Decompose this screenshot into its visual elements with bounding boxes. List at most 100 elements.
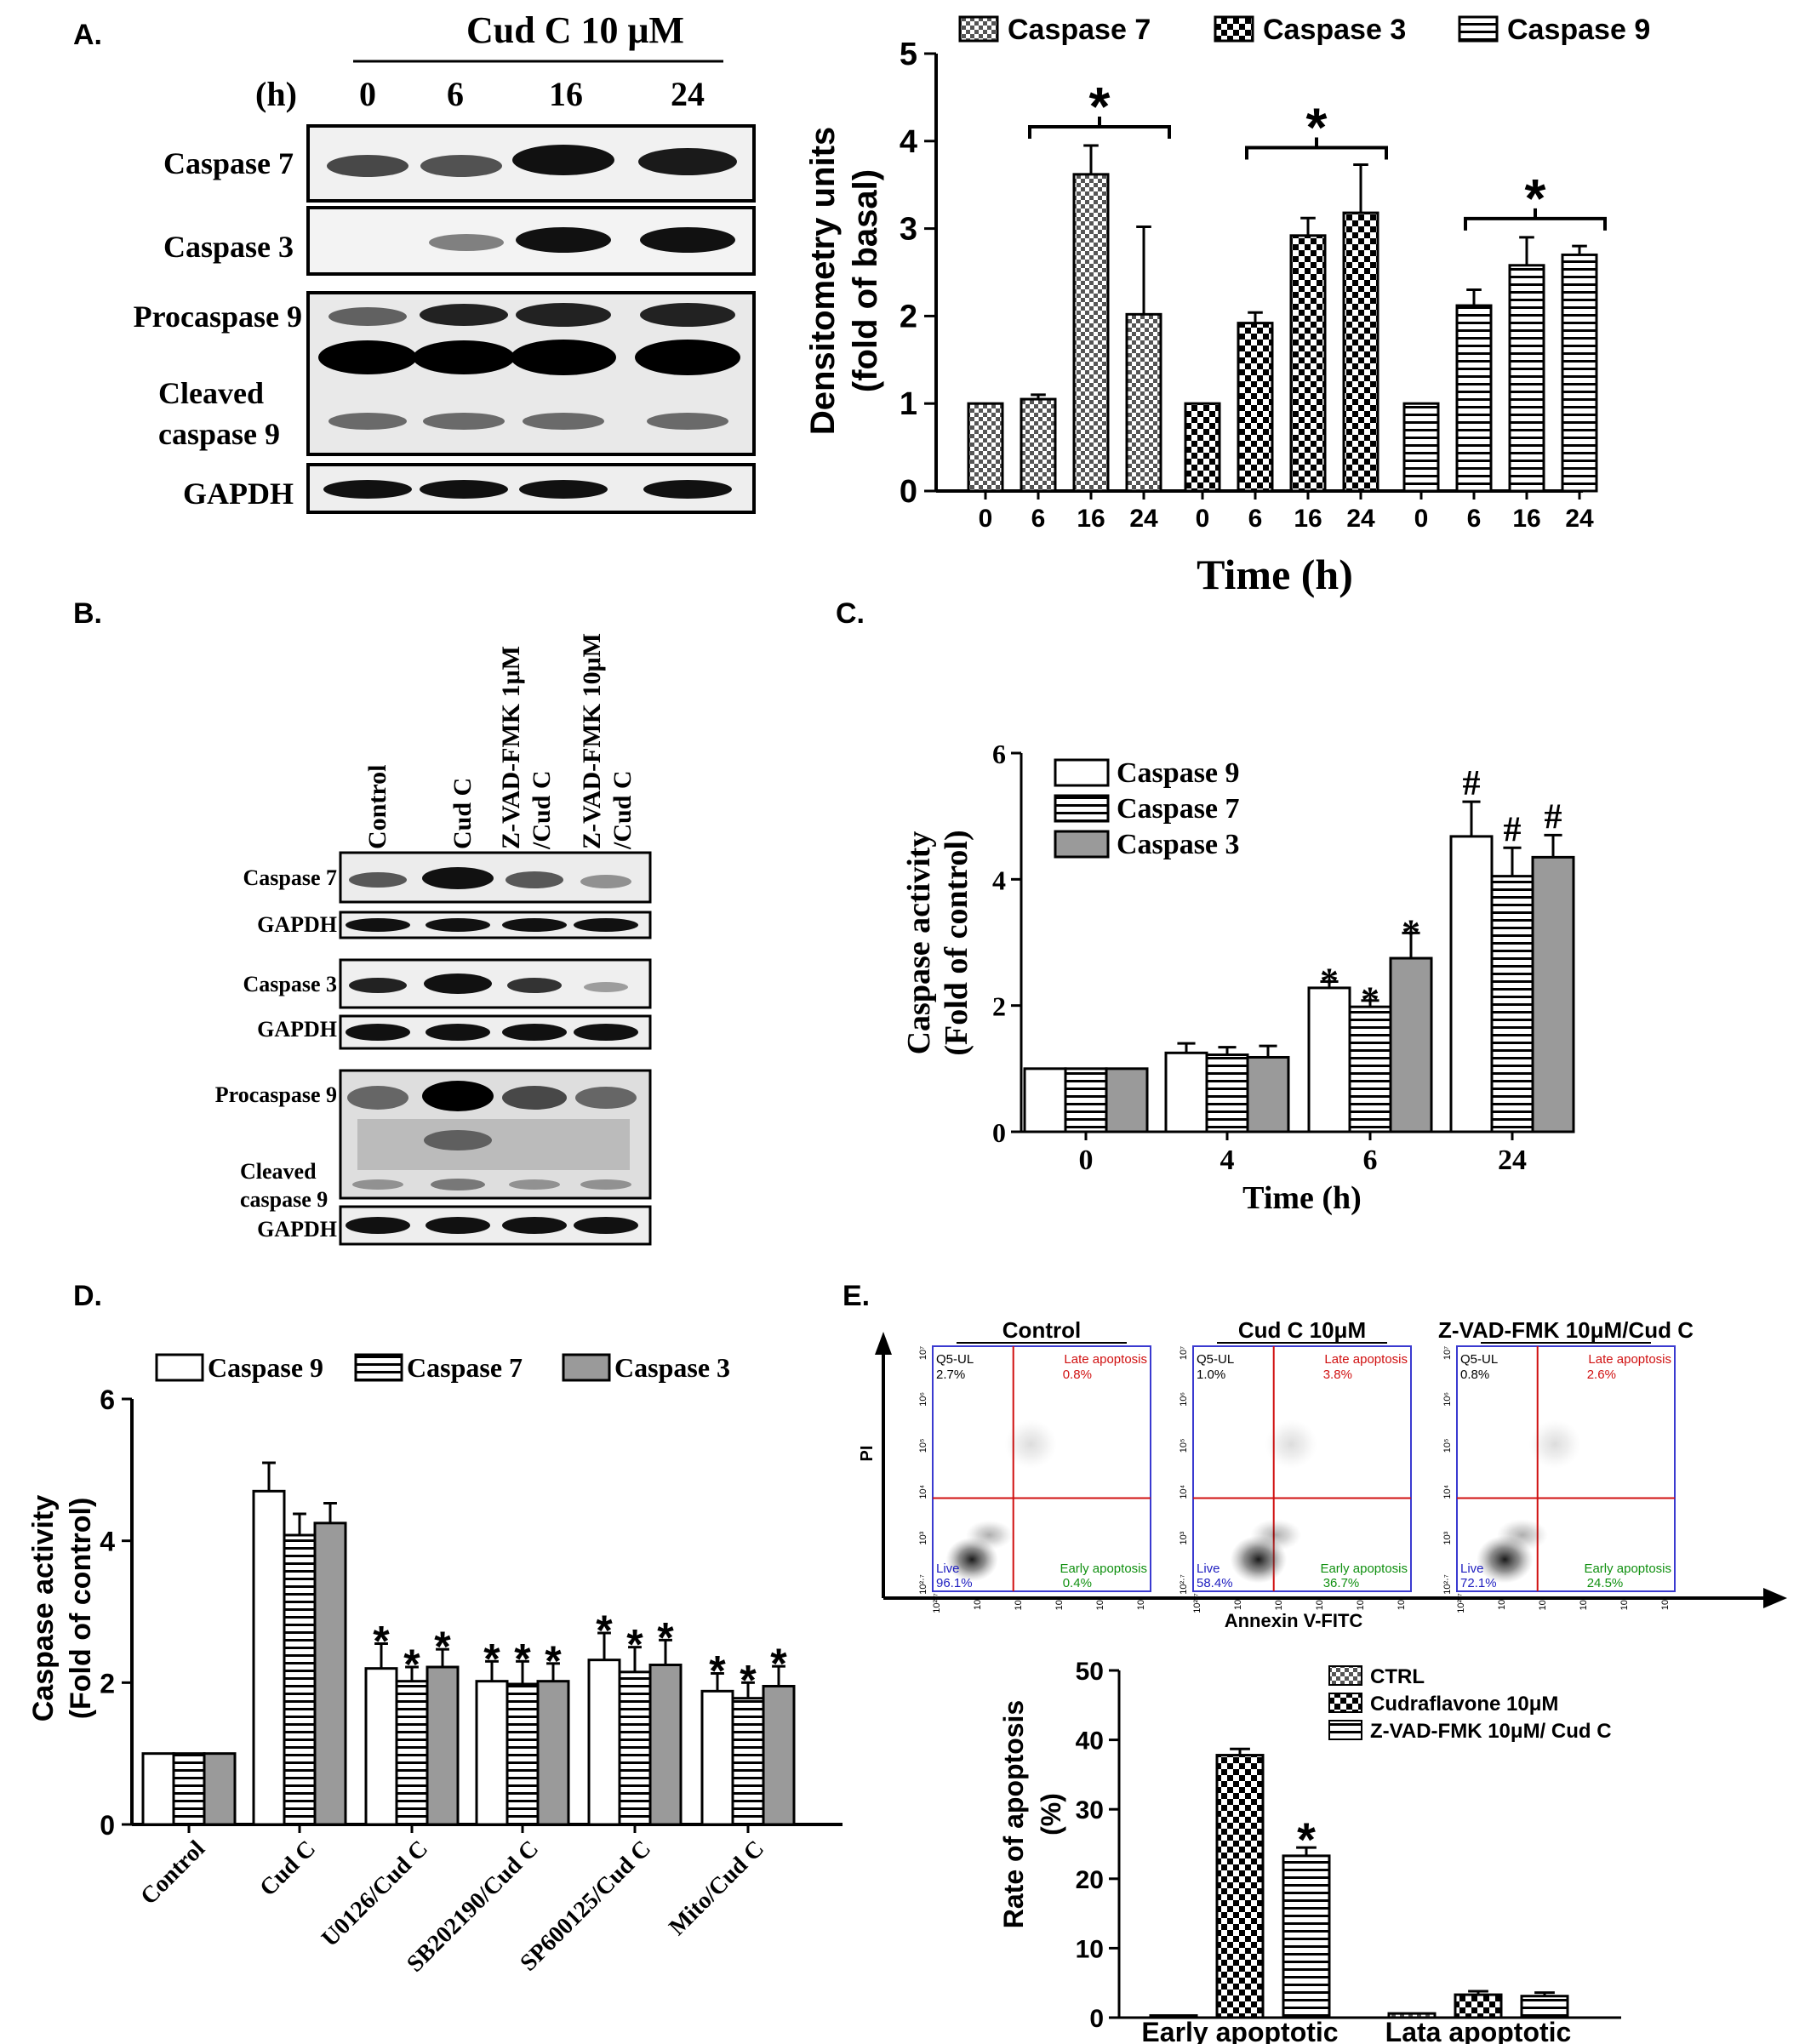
legend-swatch — [1054, 830, 1110, 859]
lane-label: Z-VAD-FMK 1μM — [497, 646, 525, 849]
y-axis-label: Densitometry units — [804, 127, 842, 435]
bar — [731, 1697, 765, 1826]
y-tick-label: 2 — [900, 299, 917, 334]
cell-population — [1250, 1519, 1302, 1551]
quadrant-value: 2.7% — [936, 1367, 965, 1382]
blot-caspase7 — [339, 851, 652, 904]
quadrant-label: Q5-UL — [936, 1352, 974, 1367]
significance-mark: * — [657, 1613, 674, 1661]
bar — [395, 1680, 429, 1826]
panel-e: E. PI Annexin V-FITC ControlQ5-UL2.7%Lat… — [843, 1280, 1787, 2044]
bar — [475, 1680, 509, 1826]
quadrant-value: 36.7% — [1323, 1576, 1360, 1590]
significance-mark: # — [1504, 810, 1522, 849]
plot-area: 0 10 20 30 40 50 Early apoptotic Lata apoptotic… — [1076, 1658, 1621, 2044]
significance-mark: * — [596, 1607, 613, 1654]
legend-label: Caspase 7 — [407, 1352, 523, 1383]
axis-tick-label: 10³ — [918, 1531, 928, 1544]
axis-tick-label: 10³ — [973, 1596, 983, 1610]
bar — [1561, 253, 1598, 493]
blot-gapdh — [339, 911, 652, 939]
legend: CTRL Cudraflavone 10μM Z-VAD-FMK 10μM/ Cud… — [1328, 1665, 1612, 1743]
axis-tick-label: 10⁵ — [918, 1438, 928, 1453]
axis-tick-label: 10⁵ — [1579, 1596, 1589, 1611]
axis-tick-label: 10⁶ — [1442, 1392, 1453, 1407]
axis-tick-label: 10⁷ — [1136, 1596, 1146, 1610]
y-tick-label: 2 — [100, 1668, 115, 1699]
lane-label: Control — [363, 765, 391, 849]
y-tick-label: 5 — [900, 37, 917, 72]
arrow-head-icon — [875, 1332, 892, 1355]
bar — [648, 1664, 683, 1826]
significance-bracket — [1245, 137, 1388, 160]
blot-caspase3 — [306, 206, 756, 276]
bar — [1149, 2014, 1198, 2019]
legend-swatch — [1328, 1720, 1362, 1740]
significance-mark: * — [514, 1635, 531, 1682]
quadrant-label: Late apoptosis — [1588, 1352, 1671, 1367]
blot-caspase7 — [306, 124, 756, 203]
x-tick-label: 4 — [1220, 1145, 1235, 1176]
significance-mark: * — [1089, 76, 1111, 137]
flow-plot-title: Control — [1002, 1317, 1081, 1343]
significance-mark: * — [740, 1656, 757, 1704]
blot-caspase3 — [339, 958, 652, 1009]
legend-swatch — [1328, 1693, 1362, 1713]
y-axis-label: Caspase activity — [27, 1495, 60, 1722]
bar — [700, 1689, 734, 1826]
y-tick-label: 0 — [992, 1117, 1006, 1148]
blot-gapdh — [339, 1205, 652, 1246]
quadrant-label: Live — [936, 1562, 960, 1576]
significance-mark: * — [1297, 1813, 1316, 1866]
bar — [1387, 2012, 1437, 2019]
quadrant-value: 0.8% — [1460, 1367, 1489, 1382]
x-axis-label: Time (h) — [1197, 551, 1353, 598]
cell-population — [965, 1520, 1014, 1550]
significance-mark: * — [1320, 960, 1339, 1002]
blot-gapdh — [339, 1014, 652, 1050]
significance-mark: # — [1545, 797, 1562, 836]
y-axis-label: (fold of basal) — [847, 169, 884, 392]
bar — [1064, 1067, 1108, 1133]
quadrant-label: Q5-UL — [1197, 1352, 1234, 1367]
bar — [1246, 1055, 1290, 1133]
y-tick-label: 1 — [900, 386, 917, 422]
x-tick-label: 24 — [1565, 505, 1594, 533]
axis-tick-label: 10²·⁷ — [918, 1574, 928, 1595]
blot-row-label: Caspase 7 — [243, 865, 337, 890]
y-tick-label: 40 — [1076, 1727, 1104, 1756]
bar — [1402, 402, 1440, 493]
significance-mark: * — [626, 1621, 643, 1669]
quadrant-value: 24.5% — [1587, 1576, 1624, 1590]
blot-row-label: Cleaved — [158, 376, 264, 410]
bar — [506, 1682, 540, 1826]
bar — [283, 1533, 317, 1826]
x-tick-label: 24 — [1129, 505, 1158, 533]
x-tick-label: Cud C — [254, 1836, 320, 1901]
x-tick-label: 0 — [979, 505, 993, 533]
x-tick-label: 6 — [1363, 1145, 1378, 1176]
axis-tick-label: 10²·⁷ — [1442, 1574, 1453, 1595]
x-axis-label: Time (h) — [1242, 1180, 1362, 1216]
y-tick-label: 4 — [992, 865, 1006, 895]
significance-mark: * — [1525, 168, 1546, 229]
x-tick-label: Lata apoptotic — [1385, 2017, 1572, 2044]
blot-row-label: Procaspase 9 — [134, 300, 302, 334]
legend-swatch — [1054, 794, 1110, 823]
x-tick-label: 6 — [1031, 505, 1046, 533]
cell-population — [1004, 1419, 1057, 1469]
cell-population — [1496, 1519, 1548, 1551]
blot-row-label: Caspase 3 — [243, 972, 337, 996]
significance-mark: * — [709, 1647, 726, 1695]
bar — [141, 1752, 175, 1826]
axis-tick-label: 10²·⁷ — [1192, 1593, 1202, 1613]
y-tick-label: 0 — [100, 1810, 115, 1841]
legend-swatch — [155, 1353, 204, 1382]
axis-tick-label: 10⁷ — [1179, 1346, 1189, 1360]
quadrant-value: 3.8% — [1323, 1367, 1352, 1382]
axis-tick-label: 10⁴ — [918, 1484, 928, 1499]
y-axis-label: (Fold of control) — [939, 830, 974, 1055]
y-axis-label: (Fold of control) — [65, 1498, 97, 1720]
legend: Caspase 9 Caspase 7 Caspase 3 — [1054, 757, 1240, 860]
x-tick-label: Early apoptotic — [1141, 2017, 1338, 2044]
